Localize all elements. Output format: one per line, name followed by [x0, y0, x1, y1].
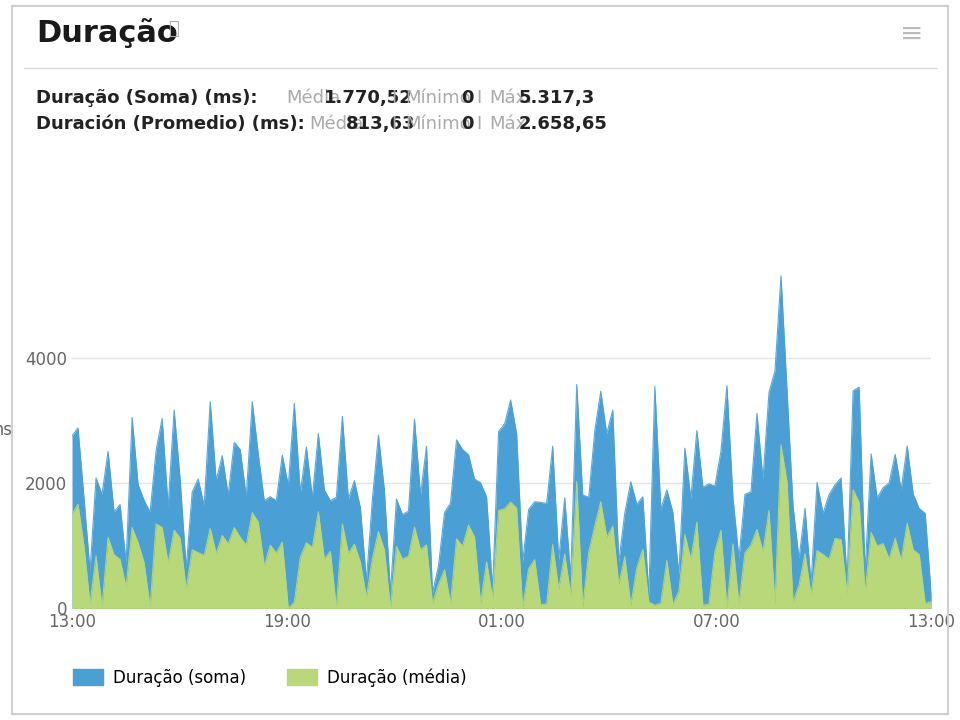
Legend: Duração (soma), Duração (média): Duração (soma), Duração (média)	[66, 662, 473, 693]
Y-axis label: ms: ms	[0, 421, 12, 439]
Text: Média: Média	[309, 115, 364, 133]
Text: 5.317,3: 5.317,3	[518, 89, 594, 107]
Text: Duração: Duração	[36, 18, 179, 48]
Text: Média: Média	[286, 89, 341, 107]
Text: Mínimo: Mínimo	[405, 89, 470, 107]
Text: Mínimo: Mínimo	[405, 115, 470, 133]
Text: 2.658,65: 2.658,65	[518, 115, 608, 133]
Text: Máx.: Máx.	[490, 115, 533, 133]
Text: I: I	[476, 89, 481, 107]
Text: 1.770,52: 1.770,52	[324, 89, 412, 107]
Text: 0: 0	[461, 115, 473, 133]
Text: I: I	[392, 89, 396, 107]
Text: Duración (Promedio) (ms):: Duración (Promedio) (ms):	[36, 115, 305, 133]
Text: Máx.: Máx.	[490, 89, 533, 107]
Text: Duração (Soma) (ms):: Duração (Soma) (ms):	[36, 89, 258, 107]
Text: 0: 0	[461, 89, 473, 107]
Text: I: I	[392, 115, 396, 133]
Text: 813,63: 813,63	[346, 115, 415, 133]
Text: I: I	[476, 115, 481, 133]
Text: ⧉: ⧉	[168, 20, 179, 38]
Text: ≡: ≡	[900, 20, 924, 48]
